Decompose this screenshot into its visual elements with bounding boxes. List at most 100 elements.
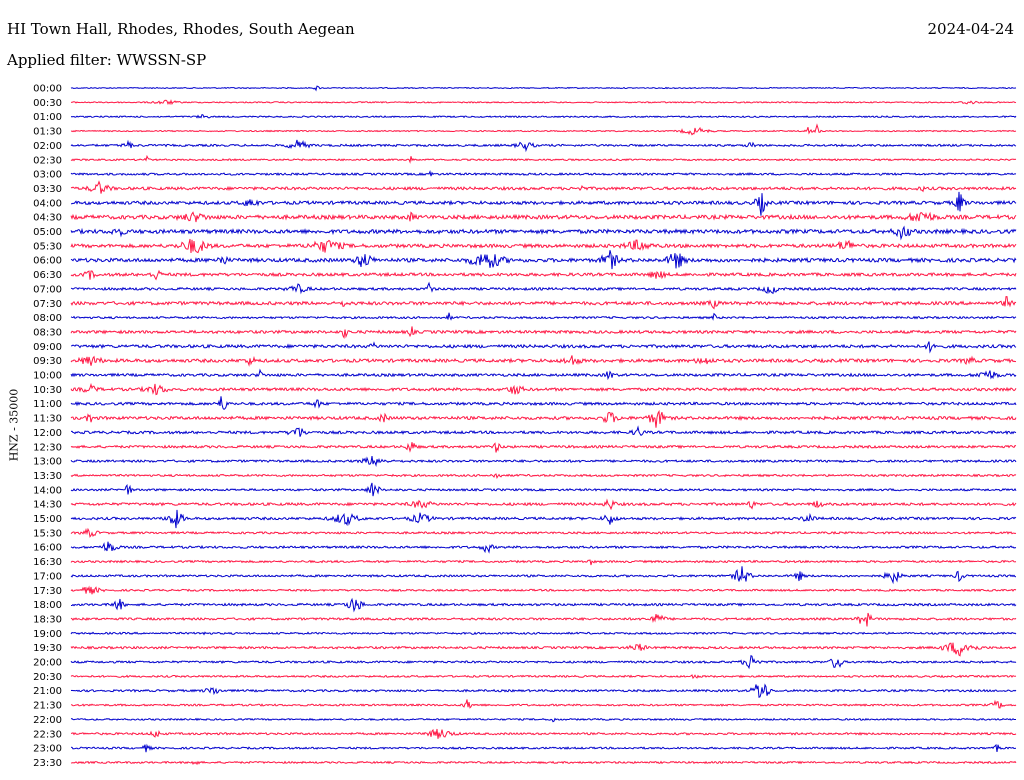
time-tick-label: 12:00 bbox=[33, 428, 62, 439]
seismic-trace bbox=[70, 139, 1017, 153]
time-tick-label: 18:00 bbox=[33, 600, 62, 611]
seismic-trace bbox=[70, 238, 1017, 254]
seismic-trace bbox=[70, 180, 1017, 194]
seismic-trace bbox=[70, 211, 1017, 223]
time-tick-label: 04:00 bbox=[33, 198, 62, 209]
time-tick-label: 06:30 bbox=[33, 270, 62, 281]
time-tick-label: 03:30 bbox=[33, 184, 62, 195]
time-tick-label: 00:30 bbox=[33, 98, 62, 109]
seismic-trace bbox=[70, 760, 1017, 766]
time-tick-label: 08:30 bbox=[33, 327, 62, 338]
seismic-trace bbox=[70, 250, 1017, 270]
seismic-trace bbox=[70, 326, 1017, 340]
seismic-trace bbox=[70, 743, 1017, 753]
seismic-trace bbox=[70, 355, 1017, 367]
time-tick-label: 20:00 bbox=[33, 658, 62, 669]
time-tick-label: 20:30 bbox=[33, 672, 62, 683]
seismic-trace bbox=[70, 498, 1017, 511]
time-tick-label: 22:30 bbox=[33, 729, 62, 740]
time-tick-label: 15:30 bbox=[33, 528, 62, 539]
time-tick-label: 14:30 bbox=[33, 500, 62, 511]
seismic-trace bbox=[70, 683, 1017, 698]
time-tick-label: 21:30 bbox=[33, 701, 62, 712]
seismic-trace bbox=[70, 269, 1017, 281]
time-tick-label: 02:30 bbox=[33, 155, 62, 166]
station-title: HI Town Hall, Rhodes, Rhodes, South Aege… bbox=[7, 20, 355, 38]
seismic-trace bbox=[70, 473, 1017, 479]
time-tick-label: 02:00 bbox=[33, 141, 62, 152]
seismic-trace bbox=[71, 597, 1017, 613]
seismic-trace bbox=[70, 225, 1017, 241]
time-tick-label: 06:00 bbox=[33, 256, 62, 267]
filter-label: Applied filter: WWSSN-SP bbox=[7, 51, 207, 69]
time-tick-label: 15:00 bbox=[33, 514, 62, 525]
seismic-trace bbox=[70, 654, 1017, 670]
time-tick-label: 07:00 bbox=[33, 284, 62, 295]
time-tick-label: 11:00 bbox=[33, 399, 62, 410]
time-tick-label: 18:30 bbox=[33, 614, 62, 625]
time-tick-label: 19:00 bbox=[33, 629, 62, 640]
time-tick-label: 13:00 bbox=[33, 457, 62, 468]
seismic-trace bbox=[70, 456, 1017, 467]
time-tick-label: 09:00 bbox=[33, 342, 62, 353]
time-tick-label: 09:30 bbox=[33, 356, 62, 367]
seismic-trace bbox=[70, 559, 1017, 566]
seismic-trace bbox=[70, 99, 1017, 106]
seismic-trace bbox=[70, 154, 1017, 164]
seismic-trace bbox=[70, 409, 1017, 428]
time-tick-label: 16:00 bbox=[33, 543, 62, 554]
time-tick-label: 21:00 bbox=[33, 686, 62, 697]
time-tick-label: 16:30 bbox=[33, 557, 62, 568]
time-tick-label: 00:00 bbox=[33, 84, 62, 95]
seismic-trace bbox=[70, 296, 1017, 310]
seismic-trace bbox=[70, 396, 1017, 411]
time-tick-label: 07:30 bbox=[33, 299, 62, 310]
time-tick-label: 10:30 bbox=[33, 385, 62, 396]
seismic-trace bbox=[70, 425, 1017, 437]
seismic-trace bbox=[70, 281, 1017, 295]
time-tick-label: 05:00 bbox=[33, 227, 62, 238]
seismic-trace bbox=[70, 541, 1017, 554]
time-tick-label: 11:30 bbox=[33, 414, 62, 425]
seismic-trace bbox=[70, 509, 1017, 529]
time-tick-label: 08:00 bbox=[33, 313, 62, 324]
seismic-trace bbox=[70, 728, 1017, 739]
time-tick-label: 19:30 bbox=[33, 643, 62, 654]
seismic-trace bbox=[70, 631, 1017, 636]
time-tick-label: 23:00 bbox=[33, 744, 62, 755]
seismic-trace bbox=[70, 699, 1017, 709]
seismic-trace bbox=[70, 642, 1017, 657]
seismic-trace bbox=[70, 585, 1017, 595]
time-tick-label: 03:00 bbox=[33, 170, 62, 181]
seismic-trace bbox=[70, 612, 1017, 627]
time-tick-label: 13:30 bbox=[33, 471, 62, 482]
seismic-trace bbox=[70, 169, 1017, 177]
time-tick-label: 17:30 bbox=[33, 586, 62, 597]
time-tick-label: 01:30 bbox=[33, 127, 62, 138]
seismic-trace bbox=[70, 482, 1017, 497]
time-tick-label: 10:00 bbox=[33, 371, 62, 382]
time-tick-label: 22:00 bbox=[33, 715, 62, 726]
seismic-trace bbox=[70, 113, 1017, 119]
time-tick-label: 04:30 bbox=[33, 213, 62, 224]
seismic-trace bbox=[70, 341, 1017, 354]
date-label: 2024-04-24 bbox=[927, 20, 1014, 38]
seismic-trace bbox=[70, 382, 1017, 396]
seismic-trace bbox=[70, 312, 1017, 321]
time-tick-label: 17:00 bbox=[33, 571, 62, 582]
seismic-trace bbox=[70, 442, 1017, 453]
time-tick-label: 01:00 bbox=[33, 112, 62, 123]
seismic-trace bbox=[70, 717, 1016, 723]
time-tick-label: 23:30 bbox=[33, 758, 62, 769]
seismic-trace bbox=[70, 123, 1017, 136]
seismic-trace bbox=[71, 191, 1017, 216]
time-tick-label: 05:30 bbox=[33, 241, 62, 252]
seismic-trace bbox=[70, 566, 1017, 585]
seismic-trace bbox=[70, 527, 1017, 538]
time-tick-label: 12:30 bbox=[33, 442, 62, 453]
seismic-trace bbox=[70, 674, 1017, 680]
seismic-trace bbox=[70, 368, 1017, 381]
time-tick-label: 14:00 bbox=[33, 485, 62, 496]
seismic-trace bbox=[70, 85, 1017, 92]
